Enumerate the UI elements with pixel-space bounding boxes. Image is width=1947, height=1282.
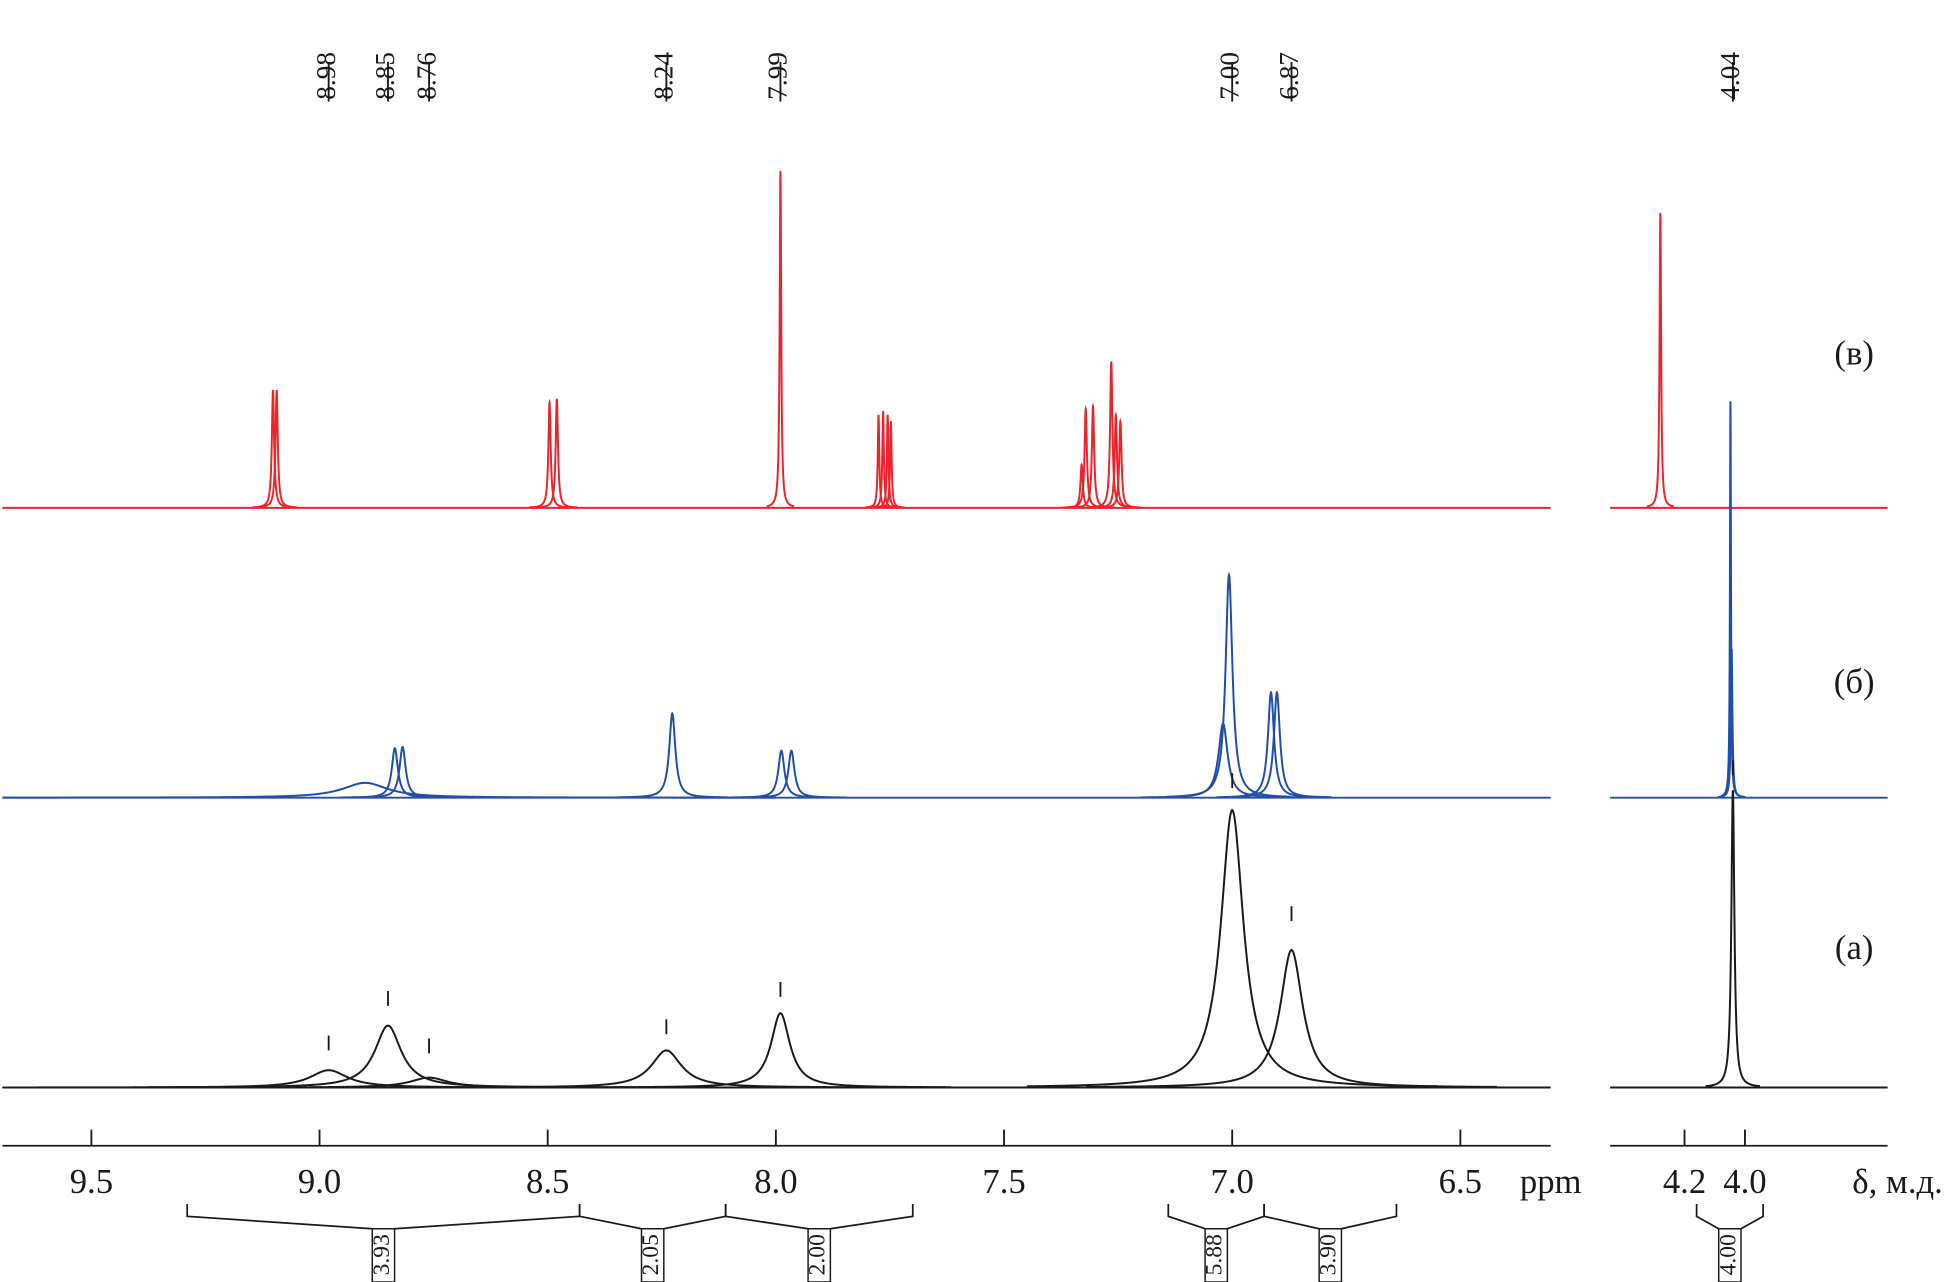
- integral-value: 2.05: [638, 1234, 664, 1275]
- peak: [1086, 948, 1497, 1088]
- peak: [1167, 571, 1291, 798]
- peak: [1705, 790, 1761, 1088]
- x2-tick-label: 4.2: [1663, 1162, 1706, 1201]
- peak-label: 8.76: [411, 52, 441, 100]
- x-tick-label: 9.5: [70, 1162, 113, 1201]
- peak: [1717, 648, 1746, 799]
- peak-label: 7.00: [1214, 52, 1244, 100]
- x-tick-label: 7.5: [982, 1162, 1025, 1201]
- integral-bracket: [1167, 1203, 1266, 1230]
- peak-label: 4.04: [1715, 52, 1745, 100]
- integral-box: [1717, 1227, 1742, 1282]
- integral-box: [1204, 1227, 1229, 1282]
- peak: [617, 711, 728, 799]
- integral-value: 5.88: [1202, 1234, 1228, 1275]
- peak-label: 8.24: [649, 52, 679, 100]
- x-tick-label: 8.5: [526, 1162, 569, 1201]
- integral-bracket: [1263, 1203, 1398, 1230]
- peak: [876, 420, 905, 509]
- integral-box: [640, 1227, 665, 1282]
- peak: [1090, 361, 1132, 509]
- integral-box: [807, 1227, 832, 1282]
- integral-value: 4.00: [1715, 1234, 1741, 1275]
- peak-label: 8.85: [370, 52, 400, 100]
- integral-value: 3.93: [369, 1234, 395, 1275]
- peak: [347, 745, 458, 799]
- integral-value: 2.00: [805, 1234, 831, 1275]
- integral-value: 3.90: [1316, 1234, 1342, 1275]
- series-label: (б): [1834, 662, 1875, 701]
- integral-bracket: [724, 1203, 914, 1230]
- peak: [1646, 212, 1675, 508]
- integral-bracket: [1695, 1203, 1764, 1230]
- peak: [766, 170, 795, 508]
- peak: [1064, 405, 1107, 509]
- peak: [255, 389, 298, 509]
- peak: [536, 398, 578, 509]
- peak: [392, 1049, 941, 1089]
- peak-label: 7.99: [763, 52, 793, 100]
- x-tick-label: 8.0: [754, 1162, 797, 1201]
- peak: [736, 749, 847, 799]
- peak: [528, 398, 571, 509]
- x-tick-label: 9.0: [298, 1162, 341, 1201]
- peak: [1026, 808, 1438, 1088]
- integral-bracket: [578, 1203, 727, 1230]
- series-label: (а): [1835, 928, 1873, 967]
- peak: [2, 781, 776, 799]
- peak-label: 6.87: [1274, 52, 1304, 100]
- x-axis-label: ppm: [1520, 1162, 1582, 1201]
- peak: [1222, 690, 1332, 799]
- peak-label: 8.98: [311, 52, 341, 100]
- x-tick-label: 6.5: [1439, 1162, 1482, 1201]
- peak: [2, 1069, 671, 1089]
- peak: [148, 1024, 628, 1089]
- peak: [1099, 417, 1141, 509]
- peak: [726, 749, 837, 799]
- peak: [609, 1012, 952, 1089]
- x2-tick-label: 4.0: [1723, 1162, 1766, 1201]
- integral-bracket: [186, 1203, 581, 1230]
- integral-box: [371, 1227, 396, 1282]
- x2-axis-label: δ, м.д.: [1852, 1162, 1943, 1201]
- integral-box: [1318, 1227, 1343, 1282]
- x-tick-label: 7.0: [1211, 1162, 1254, 1201]
- series-label: (в): [1834, 334, 1873, 373]
